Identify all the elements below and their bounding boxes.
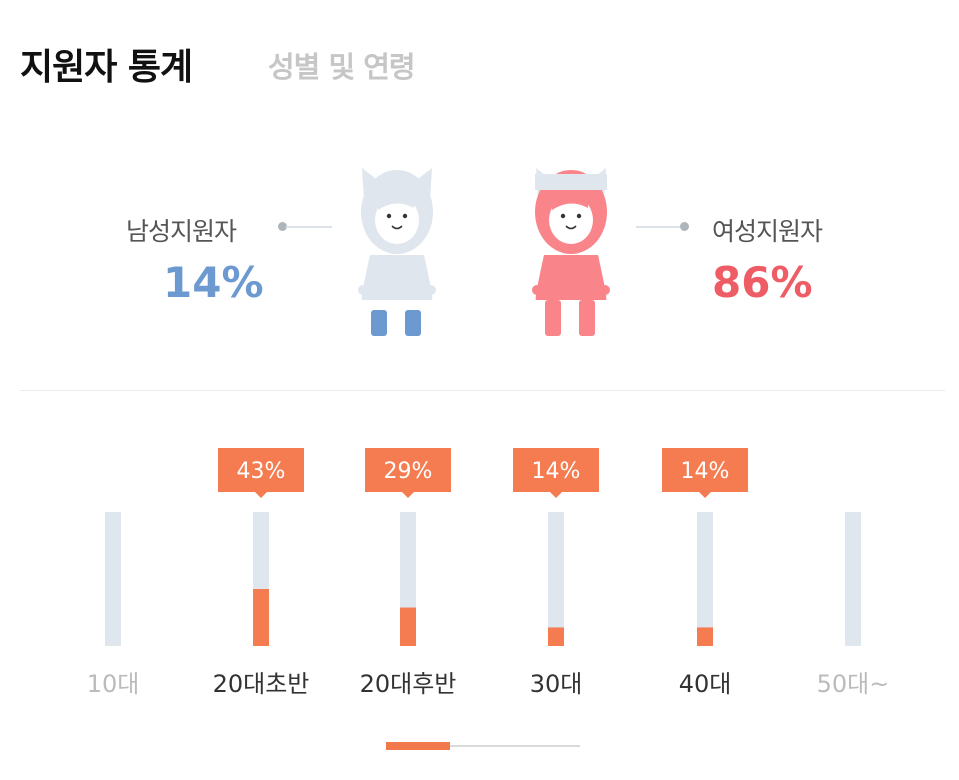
age-value-badge-3 <box>513 448 599 492</box>
age-category-label-3: 30대 <box>530 670 583 698</box>
age-value-badge-pointer-3 <box>550 492 562 498</box>
age-bar-track-4 <box>697 512 713 646</box>
age-bar-2 <box>400 607 416 646</box>
page-title: 지원자 통계 <box>20 47 193 88</box>
female-applicant-percent: 86% <box>712 258 813 307</box>
age-bar-track-5 <box>845 512 861 646</box>
age-value-badge-pointer-2 <box>402 492 414 498</box>
section-subtitle: 성별 및 연령 <box>268 50 416 84</box>
age-value-label-4: 14% <box>681 459 730 484</box>
age-category-label-1: 20대초반 <box>213 670 310 698</box>
male-character-icon <box>358 168 436 336</box>
male-applicant-percent: 14% <box>163 258 264 307</box>
section-divider <box>20 390 945 391</box>
age-category-label-4: 40대 <box>679 670 732 698</box>
age-bar-track-0 <box>105 512 121 646</box>
male-applicant-label: 남성지원자 <box>126 217 237 246</box>
age-value-label-1: 43% <box>237 459 286 484</box>
age-category-label-2: 20대후반 <box>360 670 457 698</box>
age-value-badge-1 <box>218 448 304 492</box>
age-value-badge-pointer-1 <box>255 492 267 498</box>
age-category-label-5: 50대~ <box>817 670 890 698</box>
age-category-label-0: 10대 <box>87 670 140 698</box>
age-value-label-3: 14% <box>532 459 581 484</box>
female-character-icon <box>532 168 610 336</box>
female-connector-line <box>636 226 680 228</box>
male-connector-dot <box>278 222 287 231</box>
age-distribution-chart: 10대 43% 20대초반 29% 20대후반 14% 30대 14% 40대 50대~ <box>87 448 890 698</box>
male-connector-line <box>286 226 332 228</box>
age-value-badge-2 <box>365 448 451 492</box>
pager-track[interactable] <box>386 745 580 747</box>
pager-active-indicator[interactable] <box>386 742 450 750</box>
age-value-label-2: 29% <box>384 459 433 484</box>
age-bar-4 <box>697 627 713 646</box>
female-applicant-label: 여성지원자 <box>712 217 823 246</box>
age-bar-track-3 <box>548 512 564 646</box>
age-value-badge-pointer-4 <box>699 492 711 498</box>
age-value-badge-4 <box>662 448 748 492</box>
female-connector-dot <box>680 222 689 231</box>
age-bar-1 <box>253 589 269 646</box>
age-bar-3 <box>548 627 564 646</box>
